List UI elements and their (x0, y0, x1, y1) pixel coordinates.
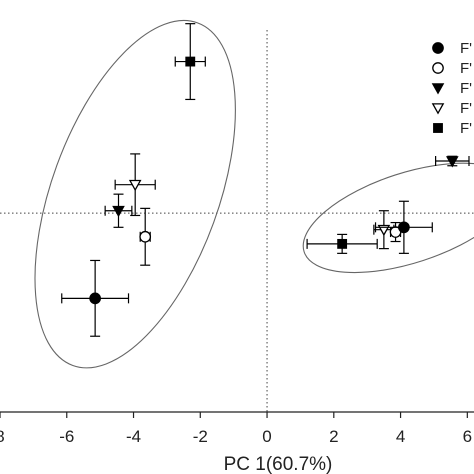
data-point (128, 179, 142, 192)
x-tick-label: -4 (126, 427, 141, 446)
x-tick-label: 2 (329, 427, 338, 446)
legend-marker (432, 62, 444, 74)
cluster-ellipse (302, 162, 474, 274)
x-tick-label: 4 (396, 427, 405, 446)
x-tick-label: 6 (463, 427, 472, 446)
legend-label: F' (460, 60, 472, 77)
legend-label: F' (460, 80, 472, 97)
data-point (89, 292, 101, 305)
data-point (398, 221, 410, 234)
data-point (112, 205, 125, 218)
x-axis-title: PC 1(60.7%) (224, 454, 333, 474)
x-tick-label: -2 (193, 427, 208, 446)
data-point (185, 56, 196, 67)
legend-marker (433, 123, 443, 133)
data-point (445, 156, 459, 168)
legend-label: F' (460, 100, 472, 117)
legend-label: F' (460, 120, 472, 137)
data-point (337, 238, 348, 249)
data-point (139, 230, 152, 243)
plot-area: 8 -6 -4 -2 0 2 4 6 F' F' F' F' F' (0, 19, 474, 446)
legend-marker (431, 103, 445, 115)
cluster-ellipse (34, 19, 236, 369)
legend-label: F' (460, 40, 472, 57)
x-tick-label: 8 (0, 427, 5, 446)
legend-marker (431, 83, 445, 95)
legend-marker (432, 42, 444, 54)
x-tick-label: -6 (59, 427, 74, 446)
x-tick-label: 0 (262, 427, 271, 446)
